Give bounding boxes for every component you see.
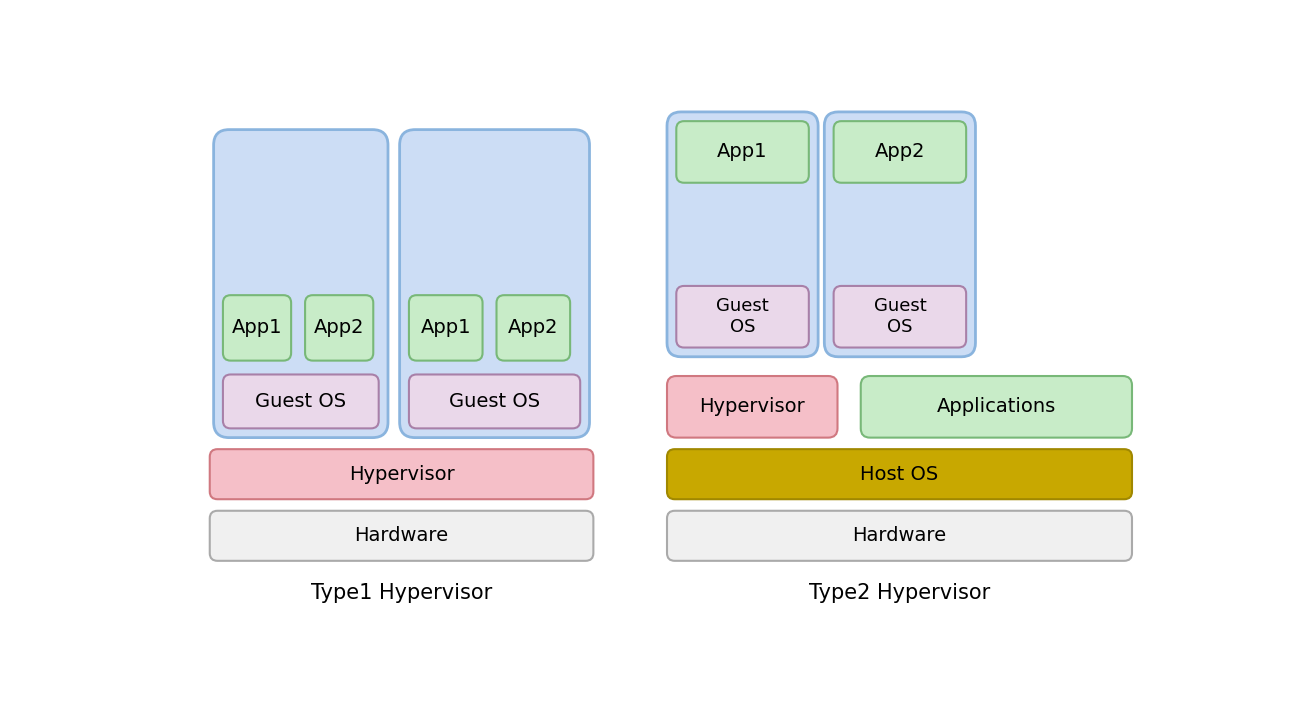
Text: App1: App1 — [717, 142, 768, 161]
FancyBboxPatch shape — [496, 295, 571, 360]
Text: Hardware: Hardware — [354, 526, 449, 545]
FancyBboxPatch shape — [667, 510, 1132, 561]
FancyBboxPatch shape — [667, 376, 837, 438]
FancyBboxPatch shape — [223, 295, 291, 360]
Text: Guest
OS: Guest OS — [716, 297, 769, 336]
Text: Guest
OS: Guest OS — [874, 297, 926, 336]
FancyBboxPatch shape — [677, 121, 808, 183]
FancyBboxPatch shape — [214, 130, 388, 438]
FancyBboxPatch shape — [409, 375, 580, 428]
Text: App2: App2 — [313, 319, 364, 338]
FancyBboxPatch shape — [306, 295, 374, 360]
FancyBboxPatch shape — [667, 112, 818, 357]
Text: App1: App1 — [421, 319, 471, 338]
FancyBboxPatch shape — [400, 130, 589, 438]
Text: App1: App1 — [231, 319, 282, 338]
Text: Type2 Hypervisor: Type2 Hypervisor — [808, 583, 990, 603]
Text: Host OS: Host OS — [861, 464, 939, 484]
Text: Guest OS: Guest OS — [255, 392, 346, 411]
Text: App2: App2 — [508, 319, 559, 338]
FancyBboxPatch shape — [223, 375, 379, 428]
FancyBboxPatch shape — [667, 449, 1132, 499]
Text: Guest OS: Guest OS — [449, 392, 541, 411]
Text: Hypervisor: Hypervisor — [349, 464, 454, 484]
Text: Applications: Applications — [936, 397, 1057, 416]
FancyBboxPatch shape — [210, 449, 593, 499]
FancyBboxPatch shape — [833, 286, 966, 348]
Text: App2: App2 — [875, 142, 925, 161]
FancyBboxPatch shape — [861, 376, 1132, 438]
FancyBboxPatch shape — [210, 510, 593, 561]
FancyBboxPatch shape — [409, 295, 482, 360]
FancyBboxPatch shape — [833, 121, 966, 183]
Text: Type1 Hypervisor: Type1 Hypervisor — [311, 583, 492, 603]
Text: Hypervisor: Hypervisor — [700, 397, 804, 416]
Text: Hardware: Hardware — [853, 526, 947, 545]
FancyBboxPatch shape — [824, 112, 976, 357]
FancyBboxPatch shape — [677, 286, 808, 348]
